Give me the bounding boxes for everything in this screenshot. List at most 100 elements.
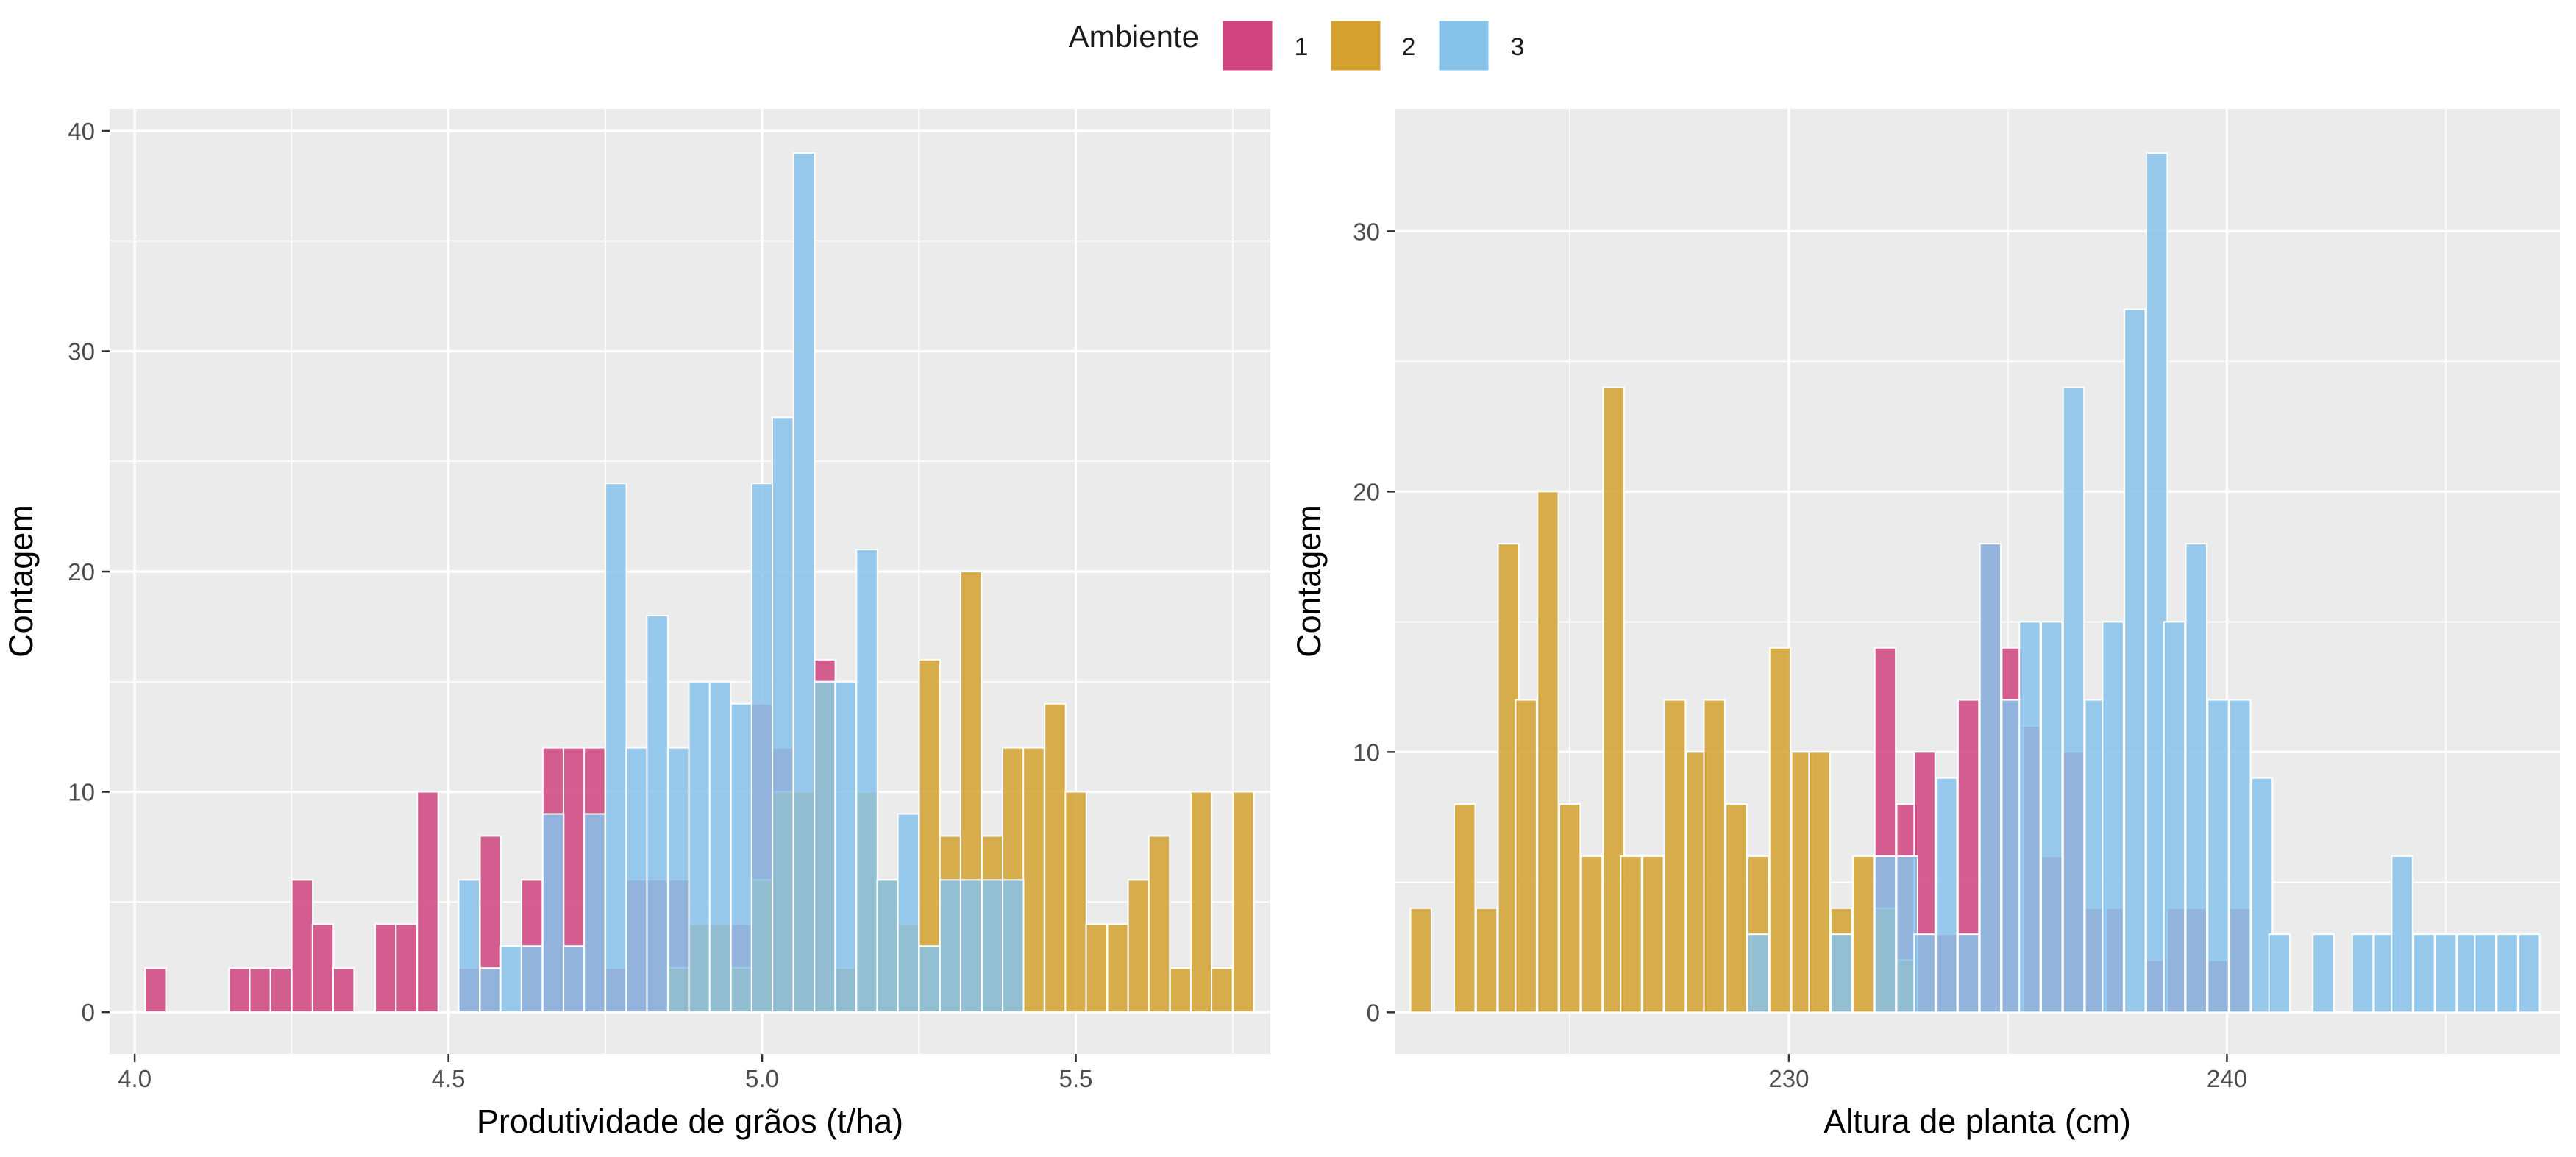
bar-ambiente-3 bbox=[667, 747, 690, 1014]
bar-ambiente-3 bbox=[2145, 152, 2168, 1014]
x-tick-label: 4.5 bbox=[432, 1065, 466, 1092]
bar-ambiente-2 bbox=[1515, 699, 1537, 1014]
bar-ambiente-3 bbox=[708, 680, 732, 1014]
bar-ambiente-3 bbox=[2351, 933, 2374, 1014]
bar-ambiente-3 bbox=[939, 879, 962, 1014]
bar-ambiente-3 bbox=[1957, 933, 1980, 1014]
legend-label-3: 3 bbox=[1511, 33, 1525, 61]
bar-ambiente-1 bbox=[395, 923, 418, 1014]
bar-ambiente-2 bbox=[1022, 747, 1045, 1014]
series-3 bbox=[458, 152, 1025, 1014]
bar-ambiente-2 bbox=[1085, 923, 1108, 1014]
bar-ambiente-2 bbox=[1703, 699, 1726, 1014]
bar-ambiente-3 bbox=[520, 945, 544, 1014]
bar-ambiente-3 bbox=[2413, 933, 2436, 1014]
legend-label-1: 1 bbox=[1295, 33, 1309, 61]
bar-ambiente-3 bbox=[2391, 855, 2413, 1014]
bar-ambiente-1 bbox=[291, 879, 314, 1014]
bar-ambiente-3 bbox=[1913, 933, 1936, 1014]
bar-ambiente-2 bbox=[1454, 803, 1476, 1014]
bar-ambiente-3 bbox=[458, 879, 480, 1014]
y-axis-title: Contagem bbox=[2, 505, 40, 658]
bar-ambiente-2 bbox=[1851, 855, 1875, 1014]
y-axis: 0 10 20 30 40 bbox=[68, 118, 110, 1026]
y-tick-label: 0 bbox=[82, 999, 95, 1026]
legend: Ambiente 1 2 3 bbox=[1069, 18, 1525, 73]
bar-ambiente-2 bbox=[1558, 803, 1581, 1014]
y-tick-label: 30 bbox=[1353, 218, 1380, 245]
bar-ambiente-2 bbox=[1620, 855, 1643, 1014]
legend-label-2: 2 bbox=[1402, 33, 1416, 61]
bar-ambiente-3 bbox=[730, 702, 753, 1014]
bar-ambiente-3 bbox=[2207, 699, 2230, 1014]
bar-ambiente-3 bbox=[479, 967, 502, 1014]
x-axis-title: Produtividade de grãos (t/ha) bbox=[477, 1103, 903, 1140]
bar-ambiente-2 bbox=[1127, 879, 1150, 1014]
bar-ambiente-2 bbox=[1642, 855, 1665, 1014]
panel-productivity: 0 10 20 30 40 4.0 4.5 5.0 5.5 Produtividade de gr… bbox=[2, 109, 1270, 1140]
bar-ambiente-3 bbox=[876, 879, 899, 1014]
bar-ambiente-3 bbox=[499, 945, 523, 1014]
y-tick-label: 0 bbox=[1367, 999, 1380, 1026]
bars bbox=[144, 152, 1255, 1014]
bar-ambiente-2 bbox=[1064, 791, 1087, 1014]
bar-ambiente-3 bbox=[855, 549, 878, 1014]
legend-key-1 bbox=[1220, 18, 1275, 73]
bar-ambiente-2 bbox=[1169, 967, 1192, 1014]
bar-ambiente-3 bbox=[605, 483, 627, 1014]
bar-ambiente-3 bbox=[918, 945, 942, 1014]
panel-plant-height: 0 10 20 30 230 240 Altura de planta (cm) Contag… bbox=[1290, 109, 2560, 1140]
bar-ambiente-3 bbox=[541, 813, 565, 1014]
x-tick-label: 5.0 bbox=[745, 1065, 779, 1092]
bar-ambiente-3 bbox=[1979, 543, 2002, 1014]
bar-ambiente-2 bbox=[1537, 491, 1559, 1014]
bar-ambiente-3 bbox=[2018, 621, 2041, 1014]
bar-ambiente-2 bbox=[1232, 791, 1255, 1014]
bar-ambiente-3 bbox=[2518, 933, 2541, 1014]
y-axis: 0 10 20 30 bbox=[1353, 218, 1395, 1026]
bar-ambiente-3 bbox=[2474, 933, 2497, 1014]
bar-ambiente-3 bbox=[2496, 933, 2519, 1014]
bar-ambiente-3 bbox=[792, 152, 816, 1014]
bar-ambiente-3 bbox=[2062, 386, 2085, 1014]
bar-ambiente-1 bbox=[374, 923, 397, 1014]
legend-title: Ambiente bbox=[1069, 19, 1199, 54]
bar-ambiente-3 bbox=[2163, 621, 2186, 1014]
bar-ambiente-3 bbox=[959, 879, 983, 1014]
bar-ambiente-1 bbox=[311, 923, 335, 1014]
bar-ambiente-1 bbox=[249, 967, 271, 1014]
bar-ambiente-3 bbox=[2312, 933, 2335, 1014]
bar-ambiente-2 bbox=[1725, 803, 1748, 1014]
bar-ambiente-3 bbox=[1747, 933, 1770, 1014]
bar-ambiente-3 bbox=[2040, 621, 2063, 1014]
y-axis-title: Contagem bbox=[1290, 505, 1328, 658]
x-tick-label: 4.0 bbox=[118, 1065, 152, 1092]
x-axis: 4.0 4.5 5.0 5.5 bbox=[118, 1054, 1093, 1092]
bar-ambiente-2 bbox=[1106, 923, 1129, 1014]
bars bbox=[1409, 152, 2541, 1014]
bar-ambiente-3 bbox=[2102, 621, 2124, 1014]
bar-ambiente-3 bbox=[2229, 699, 2252, 1014]
bar-ambiente-3 bbox=[1935, 777, 1958, 1014]
bar-ambiente-3 bbox=[1002, 879, 1025, 1014]
bar-ambiente-3 bbox=[562, 945, 586, 1014]
y-tick-label: 30 bbox=[68, 338, 95, 365]
bar-ambiente-3 bbox=[2124, 308, 2146, 1014]
bar-ambiente-3 bbox=[771, 416, 794, 1014]
bar-ambiente-3 bbox=[688, 680, 711, 1014]
y-tick-label: 20 bbox=[68, 558, 95, 585]
bar-ambiente-2 bbox=[1211, 967, 1234, 1014]
bar-ambiente-3 bbox=[814, 680, 836, 1014]
x-axis-title: Altura de planta (cm) bbox=[1824, 1103, 2131, 1140]
bar-ambiente-3 bbox=[897, 813, 920, 1014]
bar-ambiente-2 bbox=[1475, 907, 1498, 1014]
bar-ambiente-1 bbox=[228, 967, 251, 1014]
x-axis: 230 240 bbox=[1768, 1054, 2247, 1092]
y-tick-label: 10 bbox=[68, 779, 95, 806]
x-tick-label: 5.5 bbox=[1059, 1065, 1093, 1092]
y-tick-label: 10 bbox=[1353, 738, 1380, 766]
y-tick-label: 40 bbox=[68, 118, 95, 145]
bar-ambiente-2 bbox=[1808, 751, 1831, 1014]
bar-ambiente-3 bbox=[1830, 933, 1853, 1014]
